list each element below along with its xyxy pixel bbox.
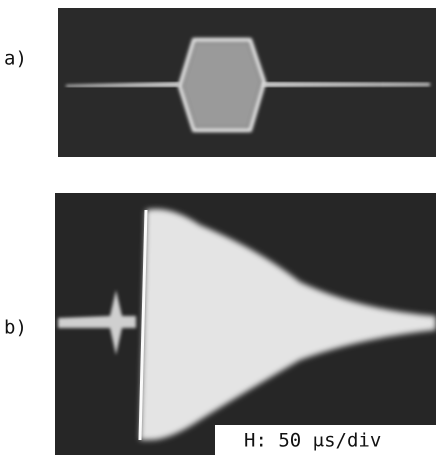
burst bbox=[180, 40, 264, 130]
oscillogram-a bbox=[58, 8, 436, 157]
trace-start bbox=[58, 290, 136, 355]
trace bbox=[66, 82, 430, 87]
panel-label: a) bbox=[4, 48, 27, 70]
burst-edge bbox=[177, 38, 267, 132]
envelope bbox=[140, 209, 436, 440]
annotation: H: 50 μs/div bbox=[244, 430, 381, 452]
oscillogram-b: H: 50 μs/div bbox=[55, 193, 436, 455]
panel-label: b) bbox=[4, 317, 27, 339]
edge bbox=[138, 209, 148, 441]
annotation-box bbox=[215, 425, 436, 455]
